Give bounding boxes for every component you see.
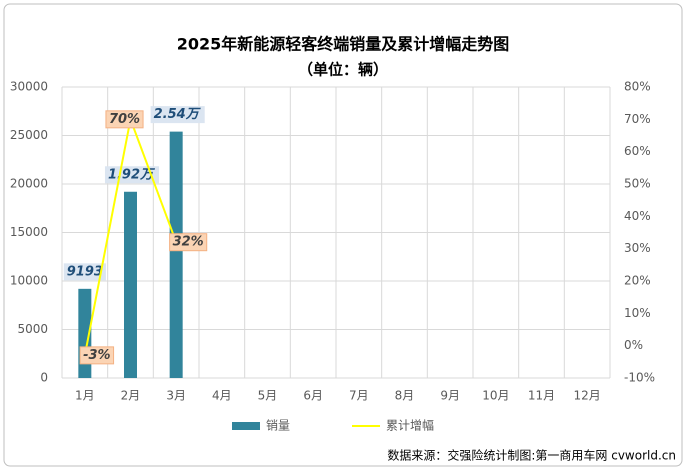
y2-tick-label: -10% xyxy=(624,371,655,385)
y-tick-label: 25000 xyxy=(10,128,48,142)
data-label-box xyxy=(63,263,106,281)
y2-tick-label: 10% xyxy=(624,306,651,320)
x-tick-label: 9月 xyxy=(440,389,460,403)
x-tick-label: 7月 xyxy=(349,389,369,403)
x-tick-label: 10月 xyxy=(482,389,509,403)
y2-tick-label: 30% xyxy=(624,241,651,255)
y-tick-label: 30000 xyxy=(10,80,48,94)
x-tick-label: 5月 xyxy=(258,389,278,403)
y-tick-label: 10000 xyxy=(10,274,48,288)
data-label-box xyxy=(169,233,208,252)
bar xyxy=(169,131,183,378)
y-tick-label: 0 xyxy=(40,371,48,385)
x-tick-label: 1月 xyxy=(75,389,95,403)
legend-label: 累计增幅 xyxy=(386,418,434,433)
y2-tick-label: 50% xyxy=(624,177,651,191)
y-tick-label: 20000 xyxy=(10,177,48,191)
data-label: 32% xyxy=(173,235,204,250)
chart-subtitle: （单位：辆） xyxy=(298,61,388,79)
y-tick-label: 15000 xyxy=(10,225,48,239)
y2-tick-label: 20% xyxy=(624,274,651,288)
data-label: -3% xyxy=(83,348,110,363)
bar xyxy=(124,191,137,378)
legend-swatch xyxy=(232,422,260,430)
data-label: 70% xyxy=(109,112,140,127)
legend-label: 销量 xyxy=(266,419,290,433)
x-tick-label: 4月 xyxy=(212,389,232,403)
y2-tick-label: 40% xyxy=(624,209,651,223)
y2-tick-label: 0% xyxy=(624,338,643,352)
x-tick-label: 3月 xyxy=(166,389,186,403)
y-tick-label: 5000 xyxy=(17,322,48,336)
y2-tick-label: 70% xyxy=(624,112,651,126)
x-tick-label: 6月 xyxy=(303,389,323,403)
x-tick-label: 2月 xyxy=(121,389,141,403)
source: 数据来源：交强险统计制图:第一商用车网 cvworld.cn xyxy=(387,448,676,463)
y2-tick-label: 60% xyxy=(624,144,651,158)
data-label-box xyxy=(150,106,205,124)
chart-title: 2025年新能源轻客终端销量及累计增幅走势图 xyxy=(177,35,510,54)
y2-tick-label: 80% xyxy=(624,80,651,94)
x-tick-label: 12月 xyxy=(574,389,601,403)
x-tick-label: 11月 xyxy=(528,389,555,403)
data-label: 2.54万 xyxy=(154,107,202,122)
data-label-box xyxy=(105,110,144,129)
data-label-box xyxy=(79,346,115,365)
x-tick-label: 8月 xyxy=(395,389,415,403)
data-label: 9193 xyxy=(67,264,103,279)
